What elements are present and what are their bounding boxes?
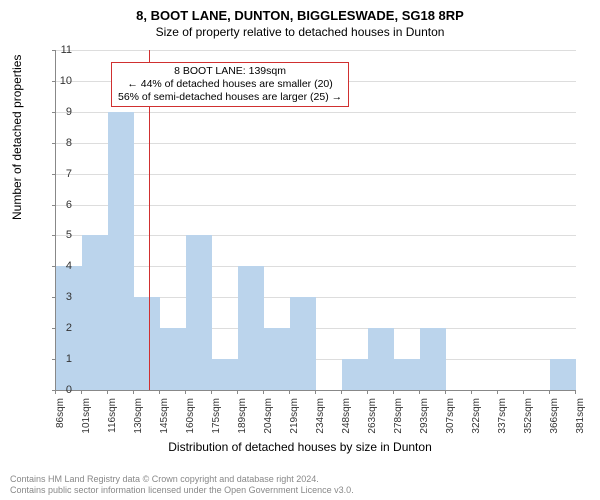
xtick-mark (237, 390, 238, 394)
histogram-bar (108, 112, 134, 390)
xtick-label: 366sqm (549, 398, 560, 438)
x-axis-title: Distribution of detached houses by size … (0, 440, 600, 454)
xtick-mark (107, 390, 108, 394)
xtick-mark (341, 390, 342, 394)
plot-area: 8 BOOT LANE: 139sqm← 44% of detached hou… (55, 50, 576, 391)
gridline (56, 235, 576, 236)
xtick-mark (133, 390, 134, 394)
xtick-mark (185, 390, 186, 394)
ytick-label: 0 (52, 384, 72, 396)
gridline (56, 112, 576, 113)
ytick-label: 7 (52, 168, 72, 180)
xtick-mark (81, 390, 82, 394)
ytick-label: 8 (52, 137, 72, 149)
xtick-mark (549, 390, 550, 394)
xtick-label: 307sqm (445, 398, 456, 438)
histogram-bar (238, 266, 264, 390)
xtick-mark (445, 390, 446, 394)
histogram-bar (82, 235, 108, 390)
xtick-label: 234sqm (315, 398, 326, 438)
gridline (56, 266, 576, 267)
xtick-mark (315, 390, 316, 394)
callout-line-3: 56% of semi-detached houses are larger (… (118, 91, 342, 104)
xtick-mark (263, 390, 264, 394)
xtick-label: 352sqm (523, 398, 534, 438)
xtick-mark (211, 390, 212, 394)
histogram-bar (264, 328, 290, 390)
ytick-label: 9 (52, 106, 72, 118)
xtick-label: 130sqm (133, 398, 144, 438)
ytick-label: 2 (52, 322, 72, 334)
histogram-bar (134, 297, 160, 390)
ytick-label: 6 (52, 199, 72, 211)
y-axis-label: Number of detached properties (10, 55, 24, 220)
xtick-mark (497, 390, 498, 394)
callout-line-2: ← 44% of detached houses are smaller (20… (118, 78, 342, 91)
gridline (56, 50, 576, 51)
xtick-label: 101sqm (81, 398, 92, 438)
histogram-bar (342, 359, 368, 390)
callout-box: 8 BOOT LANE: 139sqm← 44% of detached hou… (111, 62, 349, 107)
xtick-label: 189sqm (237, 398, 248, 438)
chart-container: 8, BOOT LANE, DUNTON, BIGGLESWADE, SG18 … (0, 0, 600, 500)
histogram-bar (394, 359, 420, 390)
footer-attribution: Contains HM Land Registry data © Crown c… (10, 474, 354, 496)
xtick-mark (575, 390, 576, 394)
xtick-label: 160sqm (185, 398, 196, 438)
xtick-label: 381sqm (575, 398, 586, 438)
xtick-label: 293sqm (419, 398, 430, 438)
xtick-mark (523, 390, 524, 394)
ytick-label: 10 (52, 75, 72, 87)
xtick-label: 175sqm (211, 398, 222, 438)
ytick-label: 3 (52, 291, 72, 303)
xtick-label: 337sqm (497, 398, 508, 438)
xtick-label: 86sqm (55, 398, 66, 438)
xtick-mark (419, 390, 420, 394)
callout-line-1: 8 BOOT LANE: 139sqm (118, 65, 342, 78)
xtick-mark (471, 390, 472, 394)
xtick-label: 322sqm (471, 398, 482, 438)
xtick-label: 116sqm (107, 398, 118, 438)
xtick-label: 278sqm (393, 398, 404, 438)
histogram-bar (160, 328, 186, 390)
footer-line-1: Contains HM Land Registry data © Crown c… (10, 474, 354, 485)
xtick-label: 145sqm (159, 398, 170, 438)
gridline (56, 143, 576, 144)
xtick-mark (393, 390, 394, 394)
histogram-bar (550, 359, 576, 390)
histogram-bar (186, 235, 212, 390)
footer-line-2: Contains public sector information licen… (10, 485, 354, 496)
ytick-label: 5 (52, 229, 72, 241)
ytick-label: 1 (52, 353, 72, 365)
chart-title: 8, BOOT LANE, DUNTON, BIGGLESWADE, SG18 … (0, 0, 600, 23)
xtick-mark (367, 390, 368, 394)
gridline (56, 174, 576, 175)
xtick-label: 219sqm (289, 398, 300, 438)
xtick-label: 248sqm (341, 398, 352, 438)
chart-subtitle: Size of property relative to detached ho… (0, 23, 600, 43)
ytick-label: 11 (52, 44, 72, 56)
xtick-label: 263sqm (367, 398, 378, 438)
xtick-mark (289, 390, 290, 394)
ytick-label: 4 (52, 260, 72, 272)
histogram-bar (420, 328, 446, 390)
histogram-bar (290, 297, 316, 390)
histogram-bar (368, 328, 394, 390)
xtick-label: 204sqm (263, 398, 274, 438)
gridline (56, 205, 576, 206)
xtick-mark (159, 390, 160, 394)
histogram-bar (212, 359, 238, 390)
